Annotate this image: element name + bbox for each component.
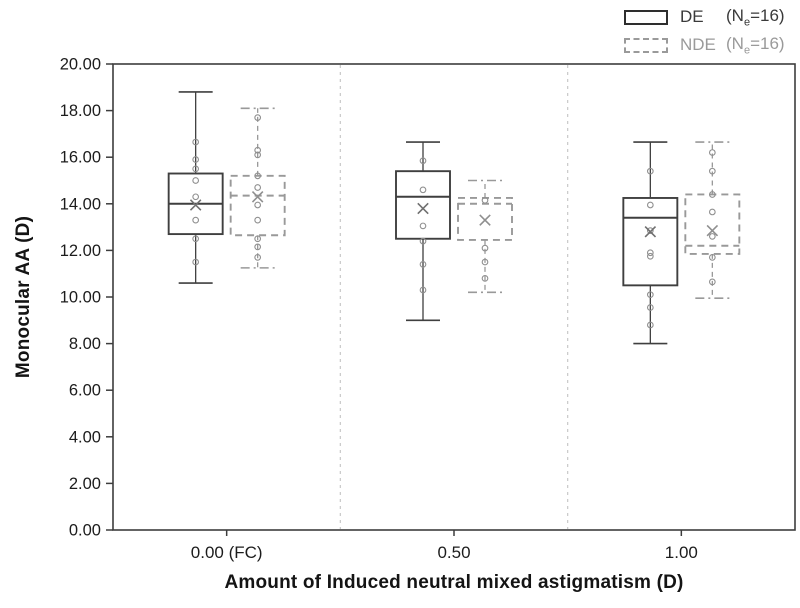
de-data-point [419,186,427,194]
nde-data-point [254,201,262,209]
nde-data-point [481,244,489,252]
x-axis-title: Amount of Induced neutral mixed astigmat… [224,572,684,593]
y-tick-label: 10.00 [60,289,101,307]
y-tick-label: 8.00 [69,335,101,353]
de-data-point [192,216,200,224]
de-data-point [192,258,200,266]
nde-data-point [254,235,262,243]
de-data-point [646,227,654,234]
de-data-point [192,177,200,184]
nde-mean-x-marker [251,191,264,203]
legend-label-de: DE [680,7,704,26]
de-data-point [646,252,654,260]
de-data-point [646,249,654,257]
nde-data-point [254,151,262,159]
nde-data-point [254,114,262,121]
de-mean-x-marker [189,199,202,211]
nde-data-point [481,275,489,282]
de-data-point [646,167,654,175]
de-data-point [192,193,200,201]
nde-data-point [254,172,262,180]
nde-data-point [254,243,262,251]
y-tick-label: 12.00 [60,242,101,260]
nde-data-point [254,254,262,261]
de-data-point [192,156,200,163]
y-tick-label: 20.00 [60,56,101,74]
legend-item-de: DE (Ne=16) [624,3,785,31]
nde-data-point [708,149,716,156]
nde-data-point [708,233,716,240]
legend-swatch-nde-dashed-box [624,37,668,53]
nde-data-point [254,184,262,191]
y-axis-title: Monocular AA (D) [13,215,34,379]
x-tick-label: 0.00 (FC) [191,543,263,562]
plot-frame [112,63,796,531]
y-tick-label: 18.00 [60,102,101,120]
de-data-point [646,201,654,209]
de-data-point [192,165,200,173]
y-tick-label: 14.00 [60,195,101,213]
nde-data-point [708,278,716,286]
y-tick-label: 2.00 [69,475,101,493]
nde-mean-x-marker [706,224,719,237]
nde-data-point [481,196,489,204]
nde-data-point [254,216,262,224]
nde-data-point [708,167,716,175]
de-data-point [419,222,427,230]
y-tick-label: 16.00 [60,149,101,167]
legend: DE (Ne=16) NDE (Ne=16) [624,3,785,59]
de-mean-x-marker [417,202,429,215]
de-box [395,170,451,240]
de-data-point [646,304,654,311]
legend-count-nde: (Ne=16) [726,33,785,57]
nde-data-point [708,191,716,198]
de-data-point [419,261,427,268]
y-tick-label: 6.00 [69,382,101,400]
nde-mean-x-marker [479,214,491,226]
legend-count-de: (Ne=16) [726,5,785,29]
nde-data-point [254,146,262,154]
legend-swatch-de-solid-box [624,9,668,25]
x-tick-label: 1.00 [665,543,698,562]
legend-item-nde: NDE (Ne=16) [624,31,785,59]
de-data-point [419,286,427,294]
x-tick-label: 0.50 [437,543,470,562]
de-data-point [192,235,200,243]
de-data-point [646,321,654,329]
nde-data-point [708,208,716,216]
nde-box [229,174,286,237]
nde-box [684,193,741,255]
y-tick-label: 0.00 [69,522,101,540]
y-tick-label: 4.00 [69,428,101,446]
de-data-point [419,237,427,245]
de-box [622,197,679,287]
nde-data-point [481,258,489,266]
de-data-point [419,157,427,165]
nde-data-point [708,254,716,261]
nde-box [457,197,513,241]
de-data-point [646,291,654,299]
de-mean-x-marker [644,225,657,238]
legend-label-nde: NDE [680,35,716,54]
de-data-point [192,138,200,146]
